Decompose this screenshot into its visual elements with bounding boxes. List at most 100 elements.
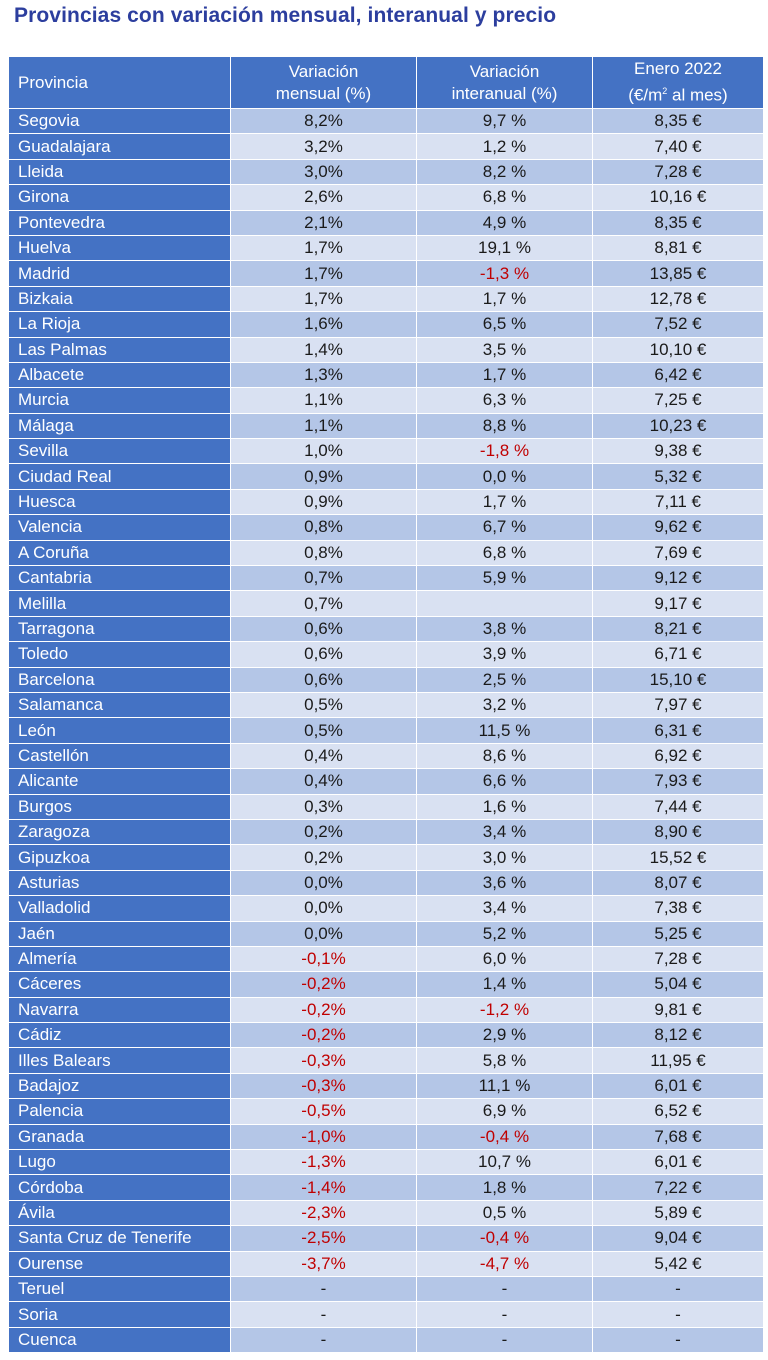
cell-mensual: 0,6%	[230, 641, 417, 668]
cell-interanual: -	[416, 1301, 593, 1328]
cell-mensual: -	[230, 1301, 417, 1328]
cell-mensual: 1,7%	[230, 260, 417, 287]
page-title: Provincias con variación mensual, intera…	[14, 4, 557, 27]
cell-provincia: Málaga	[8, 412, 231, 440]
cell-mensual: 1,1%	[230, 412, 417, 440]
cell-provincia: Valladolid	[8, 895, 231, 922]
cell-interanual: 5,8 %	[416, 1047, 593, 1074]
cell-mensual: -1,3%	[230, 1149, 417, 1176]
cell-mensual: -0,3%	[230, 1047, 417, 1074]
table-row: Pontevedra 2,1% 4,9 % 8,35 €	[8, 209, 764, 236]
cell-mensual: -0,1%	[230, 945, 417, 973]
cell-mensual: 0,3%	[230, 793, 417, 820]
table-row: La Rioja 1,6% 6,5 % 7,52 €	[8, 311, 764, 338]
cell-mensual: 2,1%	[230, 209, 417, 236]
cell-precio: 10,23 €	[592, 412, 764, 440]
table-row: Melilla 0,7% 9,17 €	[8, 590, 764, 617]
cell-mensual: 3,0%	[230, 158, 417, 186]
cell-provincia: Ourense	[8, 1250, 231, 1277]
cell-interanual: 6,5 %	[416, 311, 593, 338]
cell-precio: 7,28 €	[592, 158, 764, 186]
cell-provincia: Lleida	[8, 158, 231, 186]
cell-interanual: 0,5 %	[416, 1199, 593, 1227]
cell-precio: 7,93 €	[592, 768, 764, 795]
cell-mensual: 1,4%	[230, 336, 417, 363]
cell-provincia: Asturias	[8, 869, 231, 897]
cell-mensual: 8,2%	[230, 107, 417, 135]
cell-mensual: 2,6%	[230, 184, 417, 211]
cell-provincia: Illes Balears	[8, 1047, 231, 1074]
cell-interanual: 2,9 %	[416, 1022, 593, 1049]
cell-mensual: 0,9%	[230, 488, 417, 516]
table-row: Valladolid 0,0% 3,4 % 7,38 €	[8, 895, 764, 922]
table-row: Albacete 1,3% 1,7 % 6,42 €	[8, 361, 764, 389]
table-row: Huelva 1,7% 19,1 % 8,81 €	[8, 234, 764, 262]
cell-provincia: Guadalajara	[8, 133, 231, 160]
cell-interanual: 1,6 %	[416, 793, 593, 820]
table-row: Illes Balears -0,3% 5,8 % 11,95 €	[8, 1047, 764, 1074]
cell-precio: 15,52 €	[592, 844, 764, 871]
cell-interanual: 1,8 %	[416, 1174, 593, 1201]
cell-precio: 8,35 €	[592, 107, 764, 135]
cell-interanual: -0,4 %	[416, 1225, 593, 1252]
cell-mensual: 0,7%	[230, 590, 417, 617]
cell-interanual: -	[416, 1326, 593, 1354]
table-row: Murcia 1,1% 6,3 % 7,25 €	[8, 387, 764, 414]
cell-precio: 8,90 €	[592, 818, 764, 846]
cell-mensual: 1,0%	[230, 438, 417, 465]
table-row: Cantabria 0,7% 5,9 % 9,12 €	[8, 565, 764, 592]
table-row: Ourense -3,7% -4,7 % 5,42 €	[8, 1250, 764, 1277]
table-body: Segovia 8,2% 9,7 % 8,35 € Guadalajara 3,2% 1,2…	[8, 107, 764, 1354]
cell-provincia: Ávila	[8, 1199, 231, 1227]
table-row: Sevilla 1,0% -1,8 % 9,38 €	[8, 438, 764, 465]
cell-provincia: Melilla	[8, 590, 231, 617]
cell-interanual: 3,2 %	[416, 691, 593, 719]
cell-mensual: 0,8%	[230, 514, 417, 541]
header-precio-unit-b: al mes)	[667, 85, 728, 105]
header-interanual: Variación interanual (%)	[416, 56, 593, 109]
cell-mensual: 3,2%	[230, 133, 417, 160]
table-row: Jaén 0,0% 5,2 % 5,25 €	[8, 920, 764, 947]
cell-precio: 6,71 €	[592, 641, 764, 668]
cell-provincia: Madrid	[8, 260, 231, 287]
cell-interanual: 6,8 %	[416, 539, 593, 567]
cell-interanual: 5,2 %	[416, 920, 593, 947]
cell-precio: 8,07 €	[592, 869, 764, 897]
cell-provincia: Teruel	[8, 1275, 231, 1303]
cell-mensual: -	[230, 1275, 417, 1303]
header-mensual: Variación mensual (%)	[230, 56, 417, 109]
header-precio-unit-a: (€/m	[628, 85, 663, 105]
cell-interanual: 3,0 %	[416, 844, 593, 871]
header-precio-unit-sup: 2	[662, 86, 668, 97]
cell-mensual: -0,2%	[230, 1022, 417, 1049]
cell-provincia: Bizkaia	[8, 285, 231, 313]
cell-provincia: Cádiz	[8, 1022, 231, 1049]
cell-provincia: Salamanca	[8, 691, 231, 719]
table-row: Madrid 1,7% -1,3 % 13,85 €	[8, 260, 764, 287]
cell-mensual: -1,4%	[230, 1174, 417, 1201]
cell-provincia: Huelva	[8, 234, 231, 262]
cell-provincia: Córdoba	[8, 1174, 231, 1201]
cell-provincia: Burgos	[8, 793, 231, 820]
table-row: Asturias 0,0% 3,6 % 8,07 €	[8, 869, 764, 897]
cell-precio: 7,38 €	[592, 895, 764, 922]
cell-interanual: 8,8 %	[416, 412, 593, 440]
header-provincia: Provincia	[8, 56, 231, 109]
cell-interanual: 11,5 %	[416, 717, 593, 744]
table-row: Santa Cruz de Tenerife -2,5% -0,4 % 9,04 €	[8, 1225, 764, 1252]
table-row: Teruel - - -	[8, 1275, 764, 1303]
cell-precio: 7,97 €	[592, 691, 764, 719]
table-row: Ciudad Real 0,9% 0,0 % 5,32 €	[8, 463, 764, 490]
cell-mensual: 0,6%	[230, 615, 417, 643]
cell-mensual: 0,0%	[230, 895, 417, 922]
table-row: Las Palmas 1,4% 3,5 % 10,10 €	[8, 336, 764, 363]
cell-mensual: -0,3%	[230, 1072, 417, 1100]
header-mensual-line1: Variación	[288, 61, 359, 81]
cell-provincia: Las Palmas	[8, 336, 231, 363]
cell-provincia: Tarragona	[8, 615, 231, 643]
cell-precio: 8,12 €	[592, 1022, 764, 1049]
cell-provincia: Castellón	[8, 742, 231, 770]
cell-precio: 6,01 €	[592, 1072, 764, 1100]
table-row: Salamanca 0,5% 3,2 % 7,97 €	[8, 691, 764, 719]
cell-precio: 12,78 €	[592, 285, 764, 313]
